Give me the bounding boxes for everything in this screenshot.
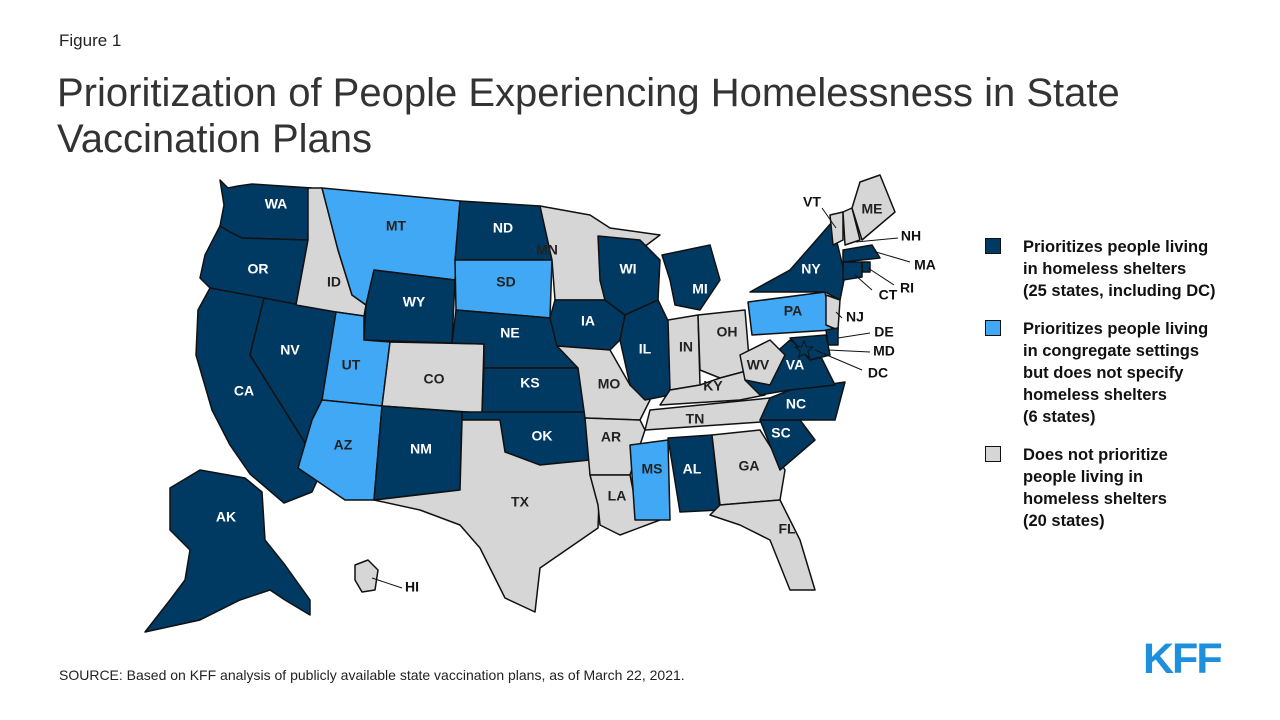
state-ri <box>861 261 871 273</box>
state-ct <box>842 261 863 281</box>
state-label-mi: MI <box>692 281 708 297</box>
state-wv <box>739 339 786 386</box>
state-vt <box>829 211 844 246</box>
state-label-wv: WV <box>747 357 770 373</box>
legend: Prioritizes people living in homeless sh… <box>985 236 1255 548</box>
state-nc <box>759 381 846 421</box>
state-label-ga: GA <box>739 458 760 474</box>
state-label-or: OR <box>248 261 269 277</box>
state-label-ia: IA <box>581 313 595 329</box>
state-label-wa: WA <box>265 196 288 212</box>
state-tx <box>373 419 601 613</box>
state-wy <box>363 269 456 344</box>
state-label-va: VA <box>786 357 804 373</box>
us-map: WA OR CA NV ID MT WY UT AZ CO NM ND SD NE KS OK TX MN IA MO… <box>144 174 936 633</box>
page-title: Prioritization of People Experiencing Ho… <box>57 71 1120 161</box>
legend-item-congregate: Prioritizes people living in congregate … <box>985 318 1255 428</box>
state-label-sd: SD <box>496 274 515 290</box>
state-ga <box>711 429 786 506</box>
state-label-ms: MS <box>642 461 663 477</box>
legend-label-none: Does not prioritize people living in hom… <box>1023 446 1168 530</box>
callout-line-md <box>827 349 871 353</box>
callout-line-nj <box>835 311 843 319</box>
callout-line-vt <box>821 207 837 229</box>
state-label-id: ID <box>327 274 341 290</box>
state-label-nv: NV <box>280 342 300 358</box>
state-nh <box>842 207 861 246</box>
state-mi <box>661 244 721 311</box>
state-me <box>851 174 896 241</box>
state-label-fl: FL <box>778 521 796 537</box>
callout-line-nh <box>855 237 899 243</box>
state-label-nc: NC <box>786 396 806 412</box>
state-label-mo: MO <box>598 376 621 392</box>
state-il <box>619 299 671 401</box>
state-label-nd: ND <box>493 220 513 236</box>
callout-line-ct <box>854 274 873 291</box>
legend-item-shelters: Prioritizes people living in homeless sh… <box>985 236 1255 302</box>
state-label-mn: MN <box>536 242 558 258</box>
state-label-in: IN <box>679 339 693 355</box>
legend-item-none: Does not prioritize people living in hom… <box>985 444 1255 532</box>
callout-line-ri <box>867 267 895 286</box>
state-label-ak: AK <box>216 509 236 525</box>
callout-line-de <box>837 332 871 339</box>
state-ak <box>144 469 311 633</box>
state-label-co: CO <box>424 371 445 387</box>
state-label-me: ME <box>862 201 883 217</box>
callout-line-dc <box>814 349 863 371</box>
state-label-ca: CA <box>234 383 254 399</box>
legend-swatch-congregate <box>985 320 1001 336</box>
callout-line-ma <box>875 251 911 263</box>
legend-swatch-shelters <box>985 238 1001 254</box>
state-label-hi: HI <box>405 579 419 595</box>
legend-label-congregate: Prioritizes people living in congregate … <box>1023 320 1209 426</box>
state-label-ri: RI <box>900 280 914 296</box>
state-label-ar: AR <box>601 429 621 445</box>
state-label-nj: NJ <box>846 309 864 325</box>
kff-logo: KFF <box>1143 635 1223 683</box>
dc-star-marker <box>794 339 814 359</box>
state-hi <box>354 559 379 593</box>
state-label-md: MD <box>873 343 895 359</box>
state-mo <box>556 345 651 421</box>
legend-label-shelters: Prioritizes people living in homeless sh… <box>1023 238 1216 300</box>
state-label-ct: CT <box>879 287 898 303</box>
state-label-ma: MA <box>914 257 936 273</box>
state-label-il: IL <box>639 341 652 357</box>
state-label-tx: TX <box>511 494 530 510</box>
state-label-wi: WI <box>619 261 636 277</box>
state-label-pa: PA <box>784 303 802 319</box>
legend-swatch-none <box>985 446 1001 462</box>
state-label-nh: NH <box>901 228 921 244</box>
state-label-oh: OH <box>717 324 738 340</box>
state-label-nm: NM <box>410 441 432 457</box>
state-label-la: LA <box>608 488 627 504</box>
state-label-ks: KS <box>520 375 539 391</box>
state-label-de: DE <box>874 324 893 340</box>
state-label-sc: SC <box>771 425 790 441</box>
callout-line-hi <box>371 577 403 589</box>
source-note: SOURCE: Based on KFF analysis of publicl… <box>59 667 685 683</box>
state-label-al: AL <box>683 461 702 477</box>
state-fl <box>709 499 816 591</box>
state-label-ne: NE <box>500 325 519 341</box>
state-ms <box>629 439 671 521</box>
state-label-az: AZ <box>334 437 353 453</box>
figure-label: Figure 1 <box>59 31 122 50</box>
state-label-ky: KY <box>703 378 723 394</box>
state-nj <box>825 294 841 331</box>
state-label-dc: DC <box>868 365 888 381</box>
state-ny <box>749 221 846 301</box>
state-label-ok: OK <box>532 428 553 444</box>
state-ma <box>842 244 881 263</box>
state-label-tn: TN <box>686 411 705 427</box>
state-label-ut: UT <box>342 357 361 373</box>
state-label-wy: WY <box>403 294 426 310</box>
state-label-vt: VT <box>803 194 821 210</box>
state-label-ny: NY <box>801 261 821 277</box>
state-label-mt: MT <box>386 218 407 234</box>
